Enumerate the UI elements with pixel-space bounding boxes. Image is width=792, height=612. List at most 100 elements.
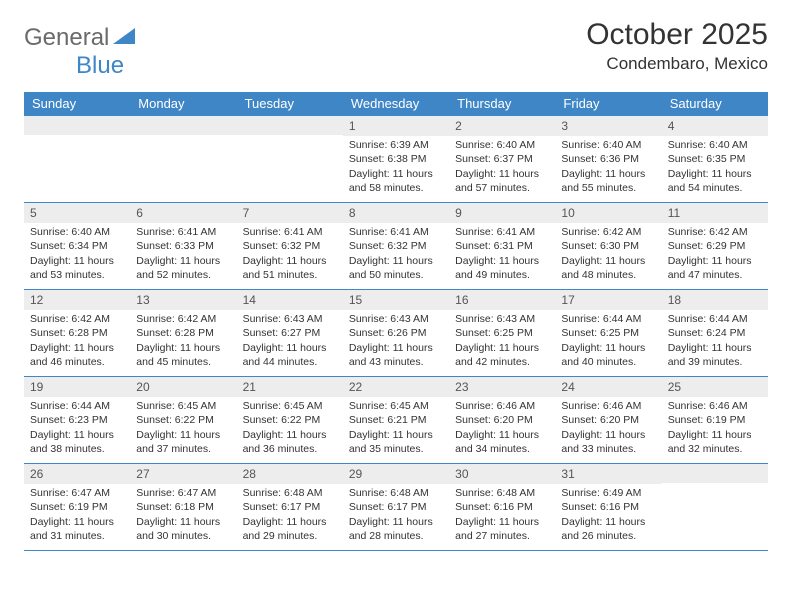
sunset-text: Sunset: 6:32 PM [243,239,337,253]
sunset-text: Sunset: 6:29 PM [668,239,762,253]
sunset-text: Sunset: 6:17 PM [349,500,443,514]
daylight-text: Daylight: 11 hours and 32 minutes. [668,428,762,456]
day-cell: 14Sunrise: 6:43 AMSunset: 6:27 PMDayligh… [237,290,343,376]
sunset-text: Sunset: 6:25 PM [455,326,549,340]
day-body: Sunrise: 6:40 AMSunset: 6:34 PMDaylight:… [24,223,130,286]
daylight-text: Daylight: 11 hours and 49 minutes. [455,254,549,282]
sunset-text: Sunset: 6:34 PM [30,239,124,253]
sunset-text: Sunset: 6:38 PM [349,152,443,166]
daylight-text: Daylight: 11 hours and 35 minutes. [349,428,443,456]
day-number: 12 [24,290,130,310]
day-body: Sunrise: 6:45 AMSunset: 6:22 PMDaylight:… [130,397,236,460]
day-number: 14 [237,290,343,310]
logo-text-general: General [24,24,109,52]
day-number: 18 [662,290,768,310]
daylight-text: Daylight: 11 hours and 33 minutes. [561,428,655,456]
day-cell: 1Sunrise: 6:39 AMSunset: 6:38 PMDaylight… [343,116,449,202]
day-number: 6 [130,203,236,223]
sunset-text: Sunset: 6:24 PM [668,326,762,340]
day-number: 16 [449,290,555,310]
day-cell: 10Sunrise: 6:42 AMSunset: 6:30 PMDayligh… [555,203,661,289]
sunrise-text: Sunrise: 6:42 AM [136,312,230,326]
day-cell: 30Sunrise: 6:48 AMSunset: 6:16 PMDayligh… [449,464,555,550]
day-cell: 16Sunrise: 6:43 AMSunset: 6:25 PMDayligh… [449,290,555,376]
daylight-text: Daylight: 11 hours and 38 minutes. [30,428,124,456]
daylight-text: Daylight: 11 hours and 29 minutes. [243,515,337,543]
day-body: Sunrise: 6:43 AMSunset: 6:26 PMDaylight:… [343,310,449,373]
day-cell: 11Sunrise: 6:42 AMSunset: 6:29 PMDayligh… [662,203,768,289]
day-cell: 17Sunrise: 6:44 AMSunset: 6:25 PMDayligh… [555,290,661,376]
day-body: Sunrise: 6:48 AMSunset: 6:17 PMDaylight:… [237,484,343,547]
day-number: 30 [449,464,555,484]
day-number: 29 [343,464,449,484]
day-body: Sunrise: 6:41 AMSunset: 6:32 PMDaylight:… [343,223,449,286]
sunset-text: Sunset: 6:37 PM [455,152,549,166]
sunrise-text: Sunrise: 6:46 AM [455,399,549,413]
sunset-text: Sunset: 6:22 PM [136,413,230,427]
day-cell: 24Sunrise: 6:46 AMSunset: 6:20 PMDayligh… [555,377,661,463]
day-header-saturday: Saturday [662,92,768,115]
day-header-row: Sunday Monday Tuesday Wednesday Thursday… [24,92,768,115]
day-number: 2 [449,116,555,136]
day-cell: 19Sunrise: 6:44 AMSunset: 6:23 PMDayligh… [24,377,130,463]
day-body: Sunrise: 6:40 AMSunset: 6:35 PMDaylight:… [662,136,768,199]
day-cell: 18 Sunrise: 6:44 AMSunset: 6:24 PMDayligh… [662,290,768,376]
daylight-text: Daylight: 11 hours and 30 minutes. [136,515,230,543]
week-row: 1Sunrise: 6:39 AMSunset: 6:38 PMDaylight… [24,115,768,202]
day-cell: 22Sunrise: 6:45 AMSunset: 6:21 PMDayligh… [343,377,449,463]
day-body: Sunrise: 6:46 AMSunset: 6:20 PMDaylight:… [449,397,555,460]
sunrise-text: Sunrise: 6:47 AM [136,486,230,500]
day-header-tuesday: Tuesday [237,92,343,115]
day-cell: 29Sunrise: 6:48 AMSunset: 6:17 PMDayligh… [343,464,449,550]
day-number: 31 [555,464,661,484]
day-body: Sunrise: 6:45 AMSunset: 6:22 PMDaylight:… [237,397,343,460]
day-body: Sunrise: 6:44 AMSunset: 6:25 PMDaylight:… [555,310,661,373]
sunrise-text: Sunrise: 6:44 AM [668,312,762,326]
sunset-text: Sunset: 6:28 PM [30,326,124,340]
day-body: Sunrise: 6:42 AMSunset: 6:29 PMDaylight:… [662,223,768,286]
daylight-text: Daylight: 11 hours and 43 minutes. [349,341,443,369]
day-cell [662,464,768,550]
sunrise-text: Sunrise: 6:40 AM [668,138,762,152]
sunset-text: Sunset: 6:25 PM [561,326,655,340]
daylight-text: Daylight: 11 hours and 36 minutes. [243,428,337,456]
sunrise-text: Sunrise: 6:41 AM [243,225,337,239]
day-number: 11 [662,203,768,223]
day-cell: 9Sunrise: 6:41 AMSunset: 6:31 PMDaylight… [449,203,555,289]
sunset-text: Sunset: 6:28 PM [136,326,230,340]
sunrise-text: Sunrise: 6:49 AM [561,486,655,500]
day-header-wednesday: Wednesday [343,92,449,115]
day-body [130,135,236,141]
day-body: Sunrise: 6:42 AMSunset: 6:30 PMDaylight:… [555,223,661,286]
daylight-text: Daylight: 11 hours and 39 minutes. [668,341,762,369]
sunrise-text: Sunrise: 6:41 AM [349,225,443,239]
sunrise-text: Sunrise: 6:43 AM [455,312,549,326]
day-cell: 20Sunrise: 6:45 AMSunset: 6:22 PMDayligh… [130,377,236,463]
day-cell: 6Sunrise: 6:41 AMSunset: 6:33 PMDaylight… [130,203,236,289]
day-body: Sunrise: 6:41 AMSunset: 6:33 PMDaylight:… [130,223,236,286]
day-number [237,116,343,135]
day-number: 5 [24,203,130,223]
sunrise-text: Sunrise: 6:40 AM [30,225,124,239]
sunset-text: Sunset: 6:27 PM [243,326,337,340]
day-body [237,135,343,141]
day-cell: 15Sunrise: 6:43 AMSunset: 6:26 PMDayligh… [343,290,449,376]
sunrise-text: Sunrise: 6:42 AM [668,225,762,239]
day-body: Sunrise: 6:49 AMSunset: 6:16 PMDaylight:… [555,484,661,547]
day-number: 4 [662,116,768,136]
sunrise-text: Sunrise: 6:43 AM [349,312,443,326]
sunrise-text: Sunrise: 6:48 AM [243,486,337,500]
sunset-text: Sunset: 6:16 PM [455,500,549,514]
day-number: 24 [555,377,661,397]
daylight-text: Daylight: 11 hours and 44 minutes. [243,341,337,369]
weeks-container: 1Sunrise: 6:39 AMSunset: 6:38 PMDaylight… [24,115,768,551]
day-number [662,464,768,483]
day-body: Sunrise: 6:42 AMSunset: 6:28 PMDaylight:… [24,310,130,373]
sunrise-text: Sunrise: 6:40 AM [561,138,655,152]
day-header-thursday: Thursday [449,92,555,115]
sunset-text: Sunset: 6:26 PM [349,326,443,340]
day-cell: 3Sunrise: 6:40 AMSunset: 6:36 PMDaylight… [555,116,661,202]
sunset-text: Sunset: 6:33 PM [136,239,230,253]
daylight-text: Daylight: 11 hours and 37 minutes. [136,428,230,456]
sunrise-text: Sunrise: 6:47 AM [30,486,124,500]
